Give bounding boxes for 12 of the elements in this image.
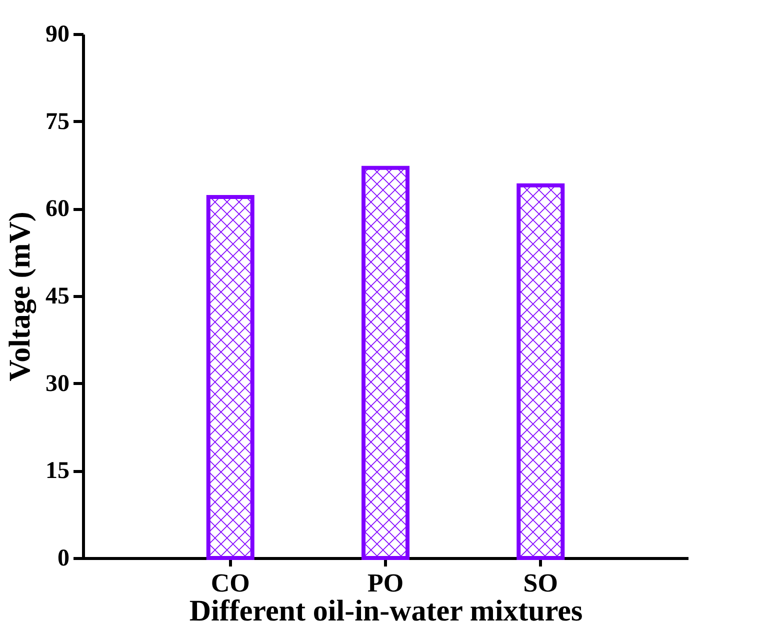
y-tick-label: 30 (46, 370, 70, 397)
y-tick-label: 45 (46, 284, 70, 310)
y-tick-label: 15 (46, 458, 70, 484)
x-axis-title: Different oil-in-water mixtures (189, 594, 583, 628)
y-tick-label: 60 (46, 196, 70, 222)
y-axis-title: Voltage (mV) (4, 212, 36, 382)
y-tick-label: 75 (46, 108, 70, 135)
y-tick-label: 0 (58, 546, 70, 572)
x-tick-label: SO (523, 568, 558, 598)
x-tick-label: PO (367, 568, 404, 598)
y-tick-label: 90 (46, 22, 70, 48)
x-tick-label: CO (210, 568, 250, 598)
